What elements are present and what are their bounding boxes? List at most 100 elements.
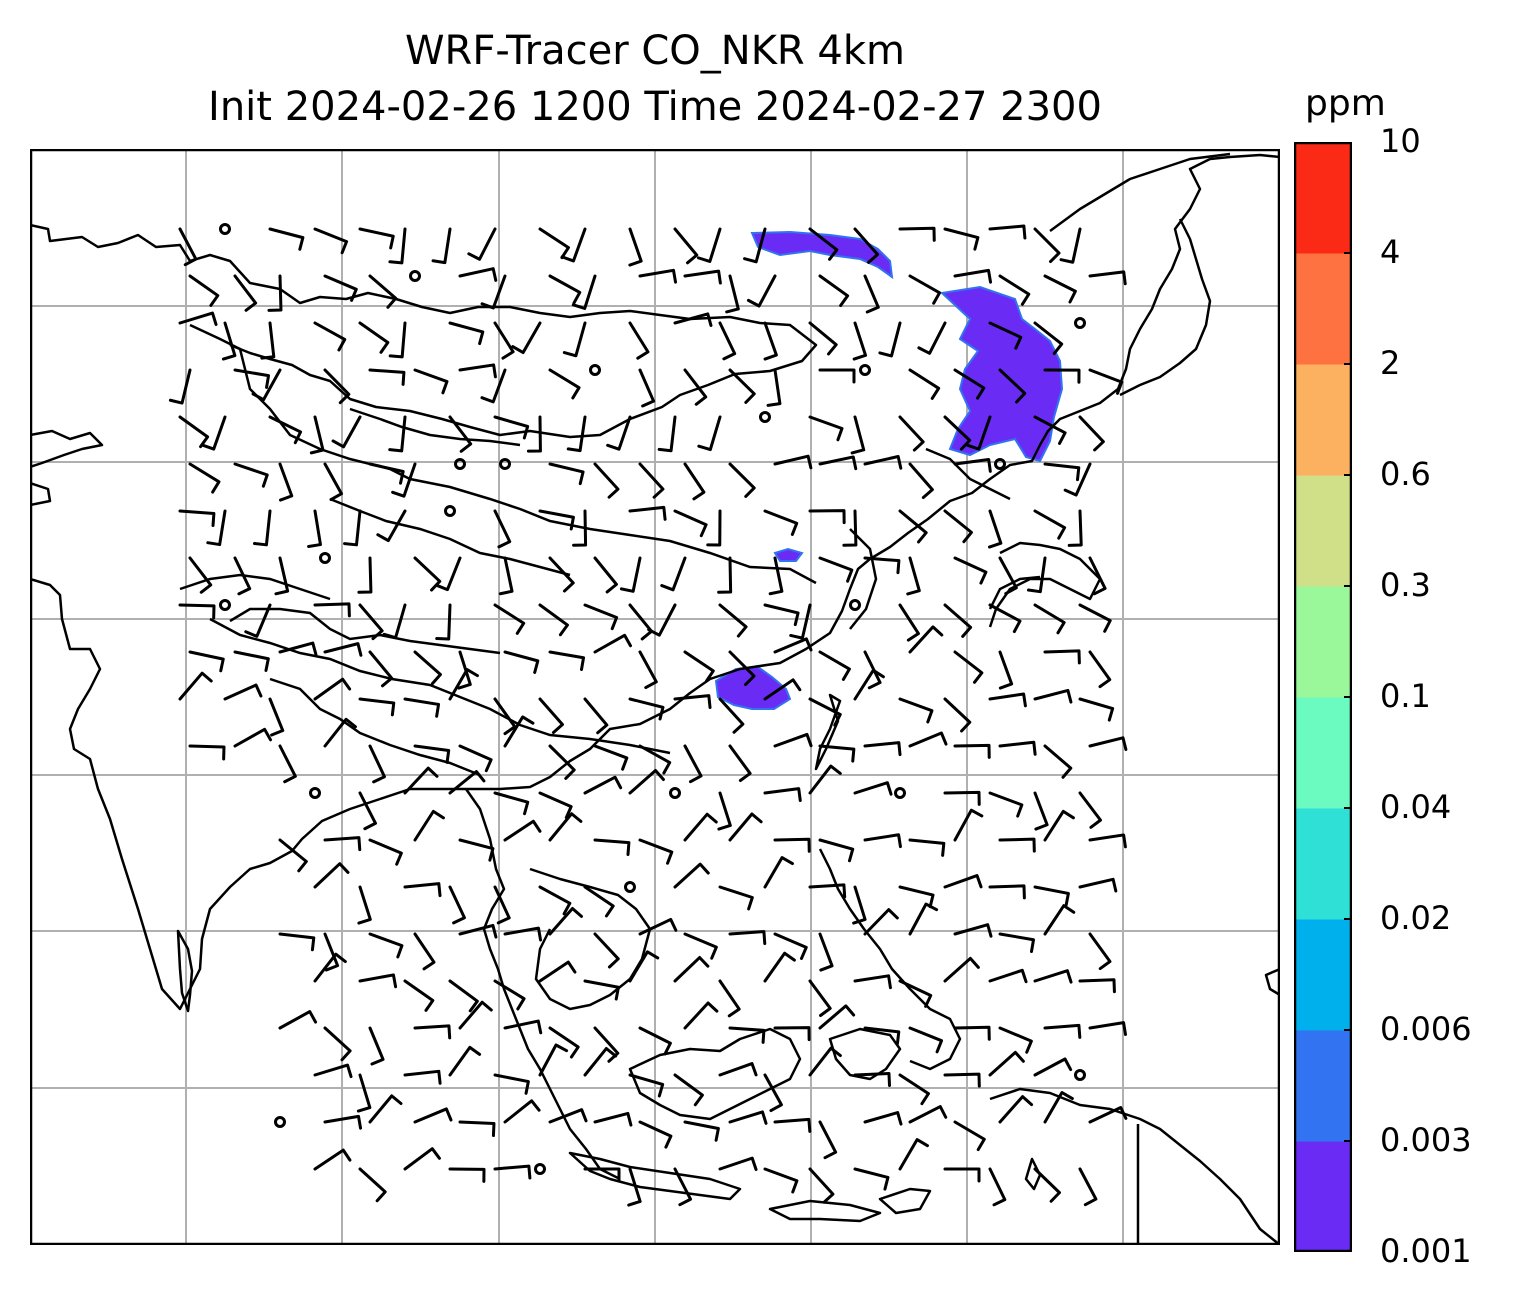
wind-barb — [953, 556, 988, 585]
wind-barb — [458, 744, 493, 773]
wind-barb — [628, 697, 665, 721]
wind-barb — [388, 227, 407, 265]
wind-barb — [244, 603, 272, 638]
wind-barb — [673, 1167, 693, 1207]
wind-barb — [943, 509, 973, 544]
wind-barb — [988, 321, 1023, 350]
wind-barb — [673, 862, 710, 889]
wind-barb — [503, 926, 543, 942]
wind-barb — [619, 556, 642, 593]
wind-barb — [943, 697, 972, 733]
wind-barb — [943, 227, 980, 251]
wind-barb — [267, 274, 283, 312]
wind-barb — [538, 1043, 569, 1077]
calm-wind-circles — [219, 223, 1086, 1175]
calm-wind-circle — [994, 458, 1006, 470]
wind-barb — [853, 1071, 892, 1087]
wind-barb — [908, 1026, 944, 1054]
wind-barb — [343, 509, 362, 547]
wind-barb — [763, 321, 778, 361]
wind-barb — [808, 1167, 835, 1204]
wind-barb — [863, 556, 901, 575]
wind-barb — [638, 917, 678, 936]
wind-barb — [1043, 904, 1076, 936]
country-borders — [179, 323, 1041, 777]
wind-barb — [583, 775, 623, 795]
wind-barb — [673, 1073, 704, 1107]
wind-barb — [998, 650, 1014, 690]
wind-barb — [493, 415, 530, 440]
wind-barb — [403, 979, 435, 1012]
map-panel — [30, 149, 1280, 1245]
wind-barb — [1088, 368, 1124, 395]
calm-wind-circle — [589, 364, 601, 376]
wind-barb — [908, 731, 948, 748]
wind-barb — [638, 462, 665, 499]
wind-barb — [467, 227, 497, 261]
wind-barb — [368, 1026, 385, 1066]
wind-barb — [503, 819, 542, 842]
wind-barb — [898, 697, 934, 724]
wind-barb — [908, 368, 941, 400]
wind-barb — [448, 885, 466, 925]
colorbar-segment — [1294, 586, 1352, 698]
wind-barb — [728, 812, 763, 842]
wind-barb — [358, 1167, 387, 1203]
wind-barb — [863, 741, 902, 757]
calm-wind-circle — [219, 223, 231, 235]
wind-barb — [526, 415, 542, 453]
wind-barb — [188, 744, 226, 761]
wind-barb — [313, 321, 347, 352]
wind-barb — [323, 1114, 363, 1130]
wind-barb — [278, 838, 308, 873]
wind-barb — [548, 274, 582, 305]
wind-barb — [953, 808, 984, 842]
wind-barb — [268, 697, 285, 737]
wind-barb — [683, 269, 722, 285]
plume-amur — [939, 285, 1064, 463]
wind-barb — [358, 227, 395, 250]
wind-barb — [683, 462, 706, 501]
wind-barb — [953, 268, 993, 284]
colorbar-tick-label: 0.6 — [1380, 455, 1431, 493]
wind-barb — [368, 650, 394, 688]
wind-barb — [448, 979, 479, 1013]
wind-barb — [763, 509, 799, 536]
wind-barb — [583, 697, 609, 735]
wind-barb — [593, 1026, 620, 1063]
wind-barb — [717, 791, 732, 831]
wind-barb — [323, 836, 362, 852]
wind-barb — [638, 838, 674, 865]
wind-barb — [763, 787, 802, 803]
calm-wind-circle — [444, 505, 456, 517]
wind-barb — [953, 650, 984, 684]
wind-barb — [660, 556, 687, 592]
wind-barb — [178, 671, 213, 701]
wind-barb — [728, 368, 756, 404]
wind-barb — [583, 1167, 621, 1183]
wind-barb — [842, 509, 858, 547]
wind-barb — [763, 856, 794, 889]
colorbar-segment — [1294, 697, 1352, 809]
wind-barb — [683, 1120, 720, 1142]
colorbar-segment — [1294, 1141, 1352, 1252]
wind-barb — [683, 650, 715, 683]
wind-barb — [448, 415, 473, 453]
wind-barb — [728, 1026, 766, 1044]
wind-barb — [313, 602, 351, 618]
wind-barb — [323, 717, 357, 748]
wind-barb — [309, 415, 325, 455]
wind-barb — [1059, 227, 1082, 264]
wind-barb — [593, 462, 620, 499]
wind-barb — [268, 227, 305, 251]
wind-barb — [850, 415, 866, 455]
wind-barb — [638, 268, 678, 284]
calm-wind-circle — [219, 599, 231, 611]
wind-barb — [898, 1138, 929, 1171]
wind-barb — [718, 885, 754, 911]
wind-barb — [358, 697, 396, 717]
wind-barb — [323, 274, 358, 302]
wind-barb — [965, 415, 992, 451]
wind-barb — [697, 415, 722, 452]
wind-barb — [718, 1062, 758, 1077]
